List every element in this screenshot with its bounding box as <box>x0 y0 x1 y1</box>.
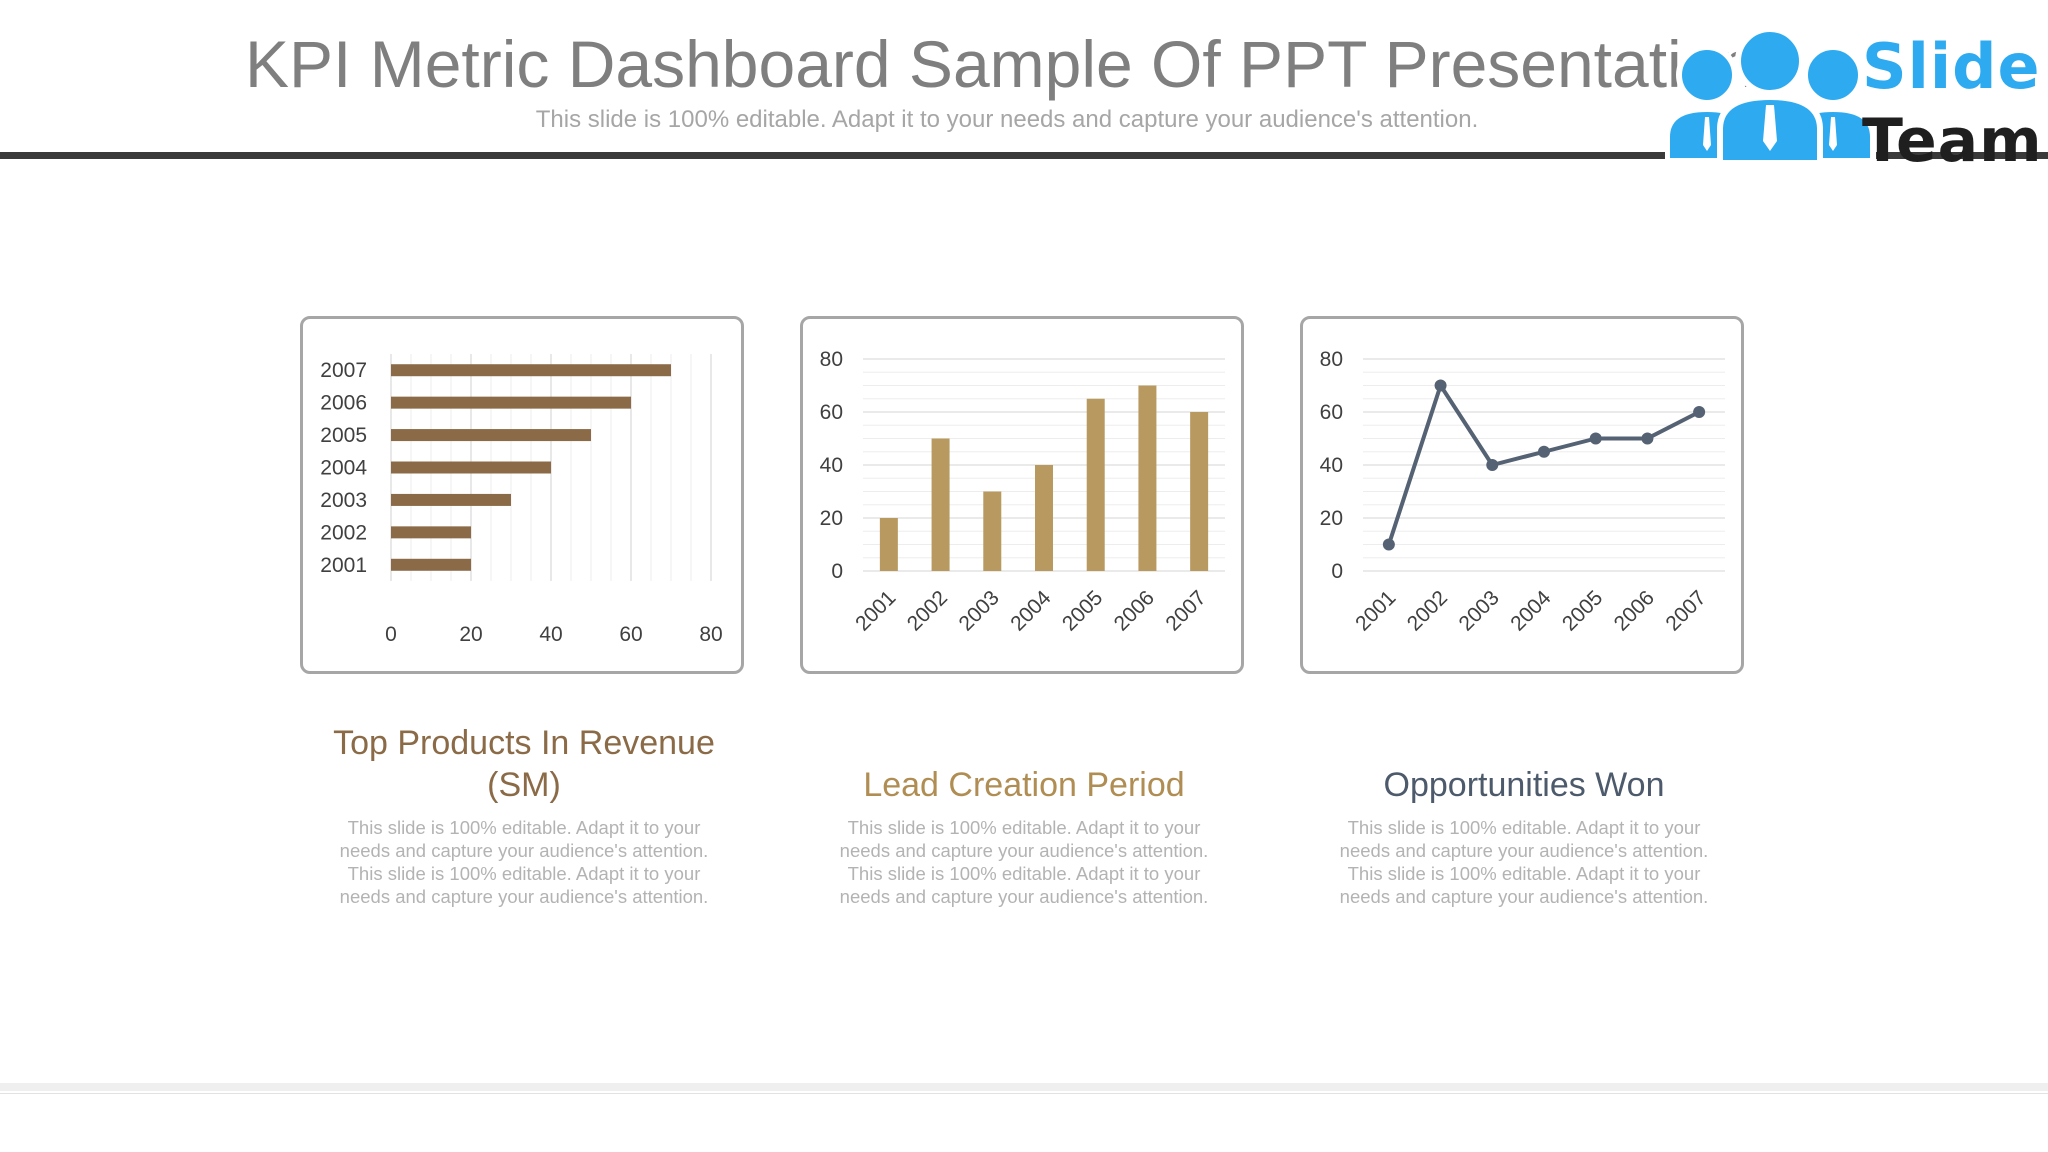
bar <box>391 526 471 539</box>
chart-card-top-products: 0 20 40 60 80 2001 2002 2003 2004 2005 2006 2007 <box>300 316 744 674</box>
chart-card-opportunities-won: 0 20 40 60 80 2001 2002 2003 2004 2005 2006 2007 <box>1300 316 1744 674</box>
y-tick-label: 2006 <box>320 392 367 415</box>
x-tick-label: 2002 <box>1403 586 1452 635</box>
people-group-icon <box>1665 26 1876 165</box>
bar <box>1138 385 1157 571</box>
y-tick-label: 2005 <box>320 424 367 447</box>
y-tick-label: 2002 <box>320 521 367 544</box>
line-chart: 0 20 40 60 80 2001 2002 2003 2004 2005 2006 2007 <box>1320 348 1725 636</box>
panel-title-lead-creation: Lead Creation Period <box>863 766 1185 804</box>
data-point <box>1434 379 1447 392</box>
y-tick-label: 80 <box>1320 348 1343 371</box>
bar <box>391 429 591 442</box>
bar <box>391 493 511 506</box>
x-tick-label: 2004 <box>1506 586 1556 636</box>
x-tick-label: 2004 <box>1006 586 1056 636</box>
page-subtitle-text: This slide is 100% editable. Adapt it to… <box>535 106 1479 133</box>
x-tick-label: 2003 <box>1455 586 1504 635</box>
x-tick-label: 20 <box>459 623 482 646</box>
x-tick-label: 0 <box>385 623 397 646</box>
y-tick-label: 20 <box>820 507 843 530</box>
bar <box>1190 412 1209 571</box>
y-tick-label: 40 <box>820 454 843 477</box>
x-tick-label: 2007 <box>1661 586 1710 635</box>
y-tick-label: 60 <box>1320 401 1343 424</box>
y-tick-label: 2004 <box>320 457 367 480</box>
footer-divider <box>0 1093 2048 1094</box>
y-tick-label: 0 <box>1331 560 1343 583</box>
bar <box>391 461 551 474</box>
footer-band <box>0 1083 2048 1091</box>
bar <box>879 518 898 571</box>
data-point <box>1382 538 1395 551</box>
data-point <box>1538 445 1550 458</box>
data-point <box>1641 432 1654 445</box>
y-tick-label: 2003 <box>320 489 367 512</box>
x-tick-label: 40 <box>539 623 562 646</box>
data-point <box>1589 432 1602 445</box>
chart-card-lead-creation: 0 20 40 60 80 2001 2002 2003 2004 2005 2006 2007 <box>800 316 1244 674</box>
header-divider <box>0 152 2048 159</box>
vertical-bar-chart: 0 20 40 60 80 2001 2002 2003 2004 2005 2006 2007 <box>820 348 1225 636</box>
x-tick-label: 60 <box>619 623 642 646</box>
bar <box>931 438 950 571</box>
bar <box>391 364 671 377</box>
x-tick-label: 2006 <box>1610 586 1659 635</box>
panel-description-lead-creation: This slide is 100% editable. Adapt it to… <box>839 817 1209 907</box>
horizontal-bar-chart: 0 20 40 60 80 2001 2002 2003 2004 2005 2006 2007 <box>320 354 723 646</box>
logo-word-slide: Slide <box>1862 30 2041 103</box>
page-subtitle: This slide is 100% editable. Adapt it to… <box>0 106 2048 134</box>
y-tick-label: 80 <box>820 348 843 371</box>
page-title: KPI Metric Dashboard Sample Of PPT Prese… <box>245 27 1756 101</box>
x-tick-label: 2003 <box>955 586 1004 635</box>
x-tick-label: 2006 <box>1110 586 1159 635</box>
data-point <box>1486 459 1499 471</box>
y-tick-label: 2001 <box>320 554 367 577</box>
y-tick-label: 20 <box>1320 507 1343 530</box>
y-tick-label: 0 <box>831 560 843 583</box>
data-point <box>1693 406 1706 418</box>
bar <box>1086 398 1105 571</box>
bar <box>391 558 471 571</box>
x-tick-label: 80 <box>699 623 722 646</box>
panel-title-top-products: Top Products In Revenue (SM) <box>333 724 715 804</box>
x-tick-label: 2002 <box>903 586 952 635</box>
logo-word-team: Team <box>1862 106 2043 176</box>
bar <box>983 491 1002 571</box>
panel-description-top-products: This slide is 100% editable. Adapt it to… <box>339 817 709 907</box>
bar <box>1035 465 1053 571</box>
panel-description-opportunities-won: This slide is 100% editable. Adapt it to… <box>1339 817 1709 907</box>
x-tick-label: 2001 <box>851 586 900 635</box>
x-tick-label: 2005 <box>1558 586 1607 635</box>
x-tick-label: 2007 <box>1161 586 1210 635</box>
y-tick-label: 60 <box>820 401 843 424</box>
x-tick-label: 2005 <box>1058 586 1107 635</box>
bar <box>391 396 631 409</box>
panel-title-opportunities-won: Opportunities Won <box>1383 766 1665 804</box>
y-tick-label: 2007 <box>320 359 367 382</box>
x-tick-label: 2001 <box>1351 586 1400 635</box>
y-tick-label: 40 <box>1320 454 1343 477</box>
